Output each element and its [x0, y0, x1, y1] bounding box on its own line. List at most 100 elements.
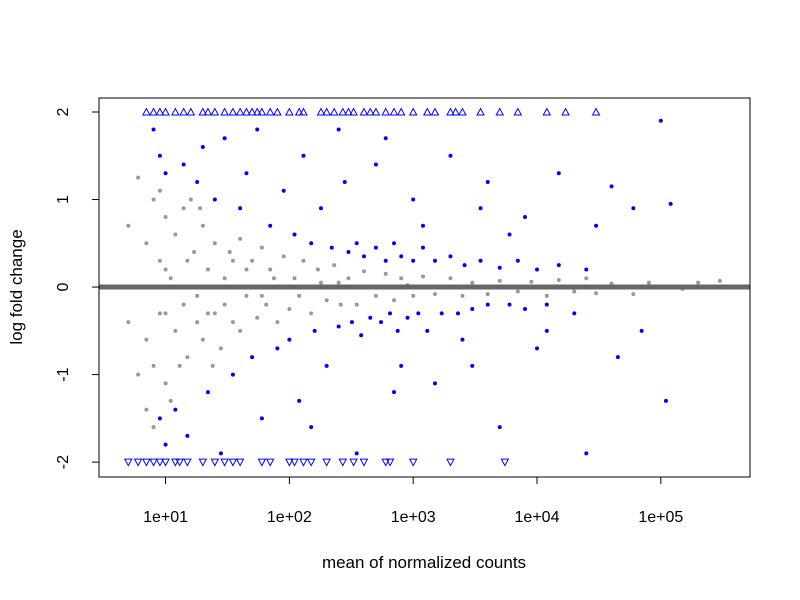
data-point: [609, 281, 614, 286]
clipped-point-up: [329, 107, 339, 116]
data-point: [177, 363, 182, 368]
data-point: [696, 280, 701, 285]
data-point: [297, 293, 302, 298]
clipped-point-up: [451, 107, 460, 116]
data-point: [529, 279, 534, 284]
data-point: [556, 171, 561, 176]
data-point: [281, 188, 286, 193]
data-point: [205, 390, 210, 395]
data-point: [292, 276, 297, 281]
data-point: [544, 293, 549, 298]
clipped-point-up: [179, 107, 188, 116]
data-point: [185, 433, 190, 438]
data-point: [301, 153, 306, 158]
data-point: [255, 127, 260, 132]
data-point: [151, 363, 156, 368]
data-point: [200, 145, 205, 150]
clipped-point-down: [322, 458, 331, 467]
data-point: [198, 206, 203, 211]
clipped-point-up: [408, 107, 418, 116]
clipped-point-up: [155, 107, 165, 116]
clipped-point-up: [422, 107, 432, 116]
data-point: [433, 292, 438, 297]
clipped-point-down: [290, 458, 299, 467]
data-point: [594, 291, 599, 296]
data-point: [535, 267, 540, 272]
clipped-point-up: [446, 107, 455, 116]
data-point: [309, 241, 314, 246]
data-point: [163, 171, 168, 176]
y-axis: -2 -1 0 1 2: [55, 107, 100, 469]
data-point: [163, 311, 168, 316]
data-point: [668, 201, 673, 206]
data-point: [181, 162, 186, 167]
data-point: [192, 250, 197, 255]
data-point: [151, 197, 156, 202]
data-point: [136, 372, 141, 377]
points-layer: [123, 107, 722, 467]
data-point: [312, 328, 317, 333]
y-tick-label: 2: [55, 107, 72, 116]
data-point: [205, 267, 210, 272]
data-point: [324, 298, 329, 303]
data-point: [126, 320, 131, 325]
data-point: [200, 223, 205, 228]
data-point: [572, 311, 577, 316]
clipped-point-down: [183, 458, 192, 467]
clipped-point-up: [294, 107, 304, 116]
clipped-point-up: [344, 107, 353, 116]
data-point: [259, 293, 264, 298]
data-point: [157, 153, 162, 158]
data-point: [346, 276, 351, 281]
x-tick-label: 1e+05: [638, 509, 683, 526]
data-point: [395, 328, 400, 333]
data-point: [354, 241, 359, 246]
data-point: [485, 302, 490, 307]
clipped-point-up: [365, 107, 375, 116]
data-point: [411, 293, 416, 298]
data-point: [639, 328, 644, 333]
data-point: [359, 333, 364, 338]
data-point: [523, 306, 528, 311]
clipped-point-down: [306, 458, 316, 467]
clipped-point-down: [175, 458, 185, 467]
clipped-point-up: [257, 107, 267, 116]
data-point: [301, 258, 306, 263]
data-point: [379, 320, 384, 325]
data-point: [584, 276, 589, 281]
clipped-point-up: [186, 107, 196, 116]
data-point: [181, 206, 186, 211]
clipped-point-down: [338, 458, 348, 467]
data-point: [405, 315, 410, 320]
data-point: [421, 223, 426, 228]
clipped-point-up: [285, 107, 294, 116]
clipped-point-down: [198, 458, 208, 467]
data-point: [658, 118, 663, 123]
data-point: [383, 271, 388, 276]
data-point: [185, 355, 190, 360]
clipped-point-up: [220, 107, 229, 116]
data-point: [218, 451, 223, 456]
x-tick-label: 1e+04: [515, 509, 560, 526]
clipped-point-down: [385, 458, 395, 467]
data-point: [646, 280, 651, 285]
data-point: [144, 241, 149, 246]
data-point: [157, 258, 162, 263]
data-point: [460, 337, 465, 342]
data-point: [470, 306, 475, 311]
data-point: [497, 265, 502, 270]
clipped-point-up: [359, 107, 369, 116]
data-point: [136, 175, 141, 180]
data-point: [200, 337, 205, 342]
data-point: [318, 206, 323, 211]
clipped-point-down: [446, 458, 455, 467]
data-point: [218, 346, 223, 351]
data-point: [572, 289, 577, 294]
data-point: [163, 381, 168, 386]
data-point: [250, 355, 255, 360]
data-point: [222, 276, 227, 281]
data-point: [346, 250, 351, 255]
clipped-point-down: [359, 458, 369, 467]
clipped-point-up: [171, 107, 180, 116]
